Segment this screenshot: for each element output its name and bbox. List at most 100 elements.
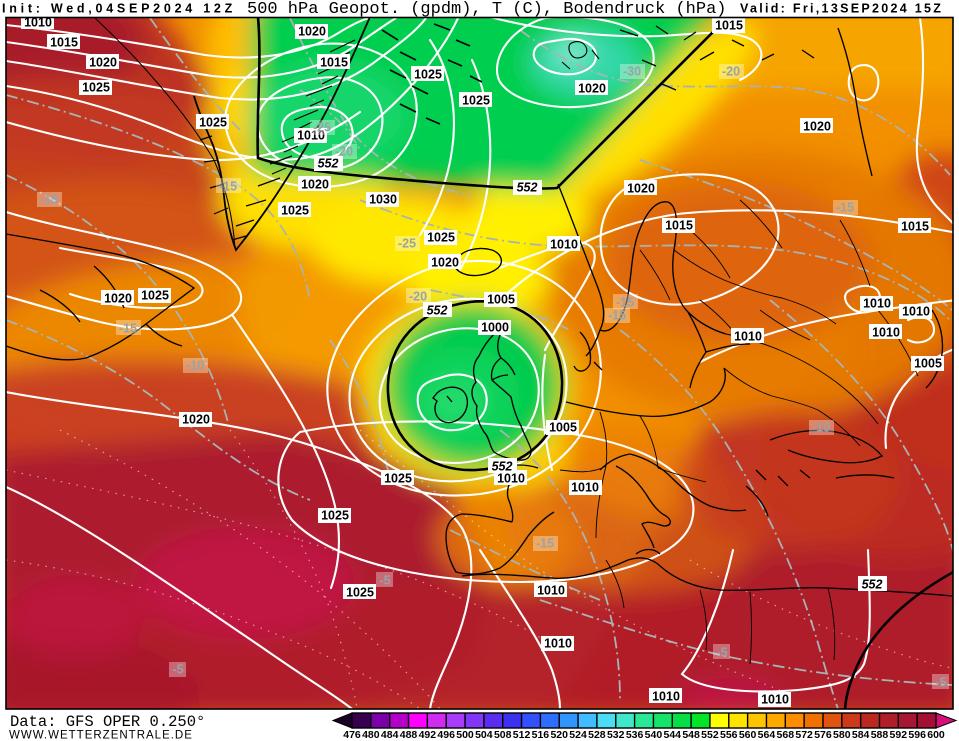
svg-text:1020: 1020 xyxy=(431,256,459,270)
svg-text:1020: 1020 xyxy=(104,292,132,306)
svg-text:556: 556 xyxy=(720,729,738,741)
svg-text:532: 532 xyxy=(607,729,625,741)
svg-text:1010: 1010 xyxy=(537,584,565,598)
svg-text:-5: -5 xyxy=(379,574,390,588)
svg-text:1010: 1010 xyxy=(872,326,900,340)
svg-text:1010: 1010 xyxy=(902,305,930,319)
svg-text:1025: 1025 xyxy=(384,472,412,486)
svg-text:548: 548 xyxy=(682,729,700,741)
svg-text:552: 552 xyxy=(701,729,719,741)
svg-text:1020: 1020 xyxy=(301,178,329,192)
svg-text:1030: 1030 xyxy=(369,193,397,207)
svg-text:500 hPa Geopot. (gpdm), T (C),: 500 hPa Geopot. (gpdm), T (C), Bodendruc… xyxy=(247,0,726,19)
svg-text:476: 476 xyxy=(343,729,361,741)
svg-text:560: 560 xyxy=(739,729,757,741)
svg-text:592: 592 xyxy=(890,729,908,741)
svg-text:552: 552 xyxy=(492,460,513,474)
svg-text:Data: GFS OPER 0.250°: Data: GFS OPER 0.250° xyxy=(10,713,205,731)
svg-text:-5: -5 xyxy=(172,663,183,677)
svg-text:1005: 1005 xyxy=(914,357,942,371)
svg-text:-15: -15 xyxy=(40,193,58,207)
svg-text:488: 488 xyxy=(400,729,418,741)
svg-text:-10: -10 xyxy=(812,421,830,435)
svg-text:1025: 1025 xyxy=(141,289,169,303)
svg-text:1020: 1020 xyxy=(803,120,831,134)
svg-text:1020: 1020 xyxy=(578,82,606,96)
svg-text:564: 564 xyxy=(758,729,776,741)
svg-text:1010: 1010 xyxy=(652,690,680,704)
svg-text:1025: 1025 xyxy=(281,204,309,218)
svg-text:480: 480 xyxy=(362,729,380,741)
svg-text:-10: -10 xyxy=(186,359,204,373)
svg-text:1015: 1015 xyxy=(665,219,693,233)
svg-text:536: 536 xyxy=(626,729,644,741)
svg-text:1010: 1010 xyxy=(544,637,572,651)
svg-text:508: 508 xyxy=(494,729,512,741)
svg-text:528: 528 xyxy=(588,729,606,741)
svg-text:1010: 1010 xyxy=(497,472,525,486)
svg-text:1010: 1010 xyxy=(761,693,789,707)
svg-text:588: 588 xyxy=(871,729,889,741)
svg-text:1015: 1015 xyxy=(320,56,348,70)
svg-text:520: 520 xyxy=(550,729,568,741)
svg-text:516: 516 xyxy=(532,729,550,741)
svg-text:1025: 1025 xyxy=(427,231,455,245)
svg-text:-20: -20 xyxy=(722,65,740,79)
svg-text:-20: -20 xyxy=(409,290,427,304)
svg-text:1010: 1010 xyxy=(571,481,599,495)
svg-text:1010: 1010 xyxy=(550,238,578,252)
svg-text:1015: 1015 xyxy=(901,220,929,234)
svg-text:1010: 1010 xyxy=(24,16,52,30)
svg-text:1025: 1025 xyxy=(414,68,442,82)
svg-text:496: 496 xyxy=(437,729,455,741)
svg-text:1020: 1020 xyxy=(298,25,326,39)
svg-text:-15: -15 xyxy=(616,296,634,310)
svg-text:Valid: Fri,13SEP2024 15Z: Valid: Fri,13SEP2024 15Z xyxy=(740,2,943,16)
svg-text:552: 552 xyxy=(427,304,448,318)
svg-text:540: 540 xyxy=(645,729,663,741)
svg-text:1025: 1025 xyxy=(82,81,110,95)
svg-text:1015: 1015 xyxy=(50,36,78,50)
svg-text:1005: 1005 xyxy=(487,293,515,307)
svg-text:484: 484 xyxy=(381,729,399,741)
svg-text:1010: 1010 xyxy=(734,330,762,344)
svg-text:-15: -15 xyxy=(836,201,854,215)
svg-text:552: 552 xyxy=(517,181,538,195)
svg-text:WWW.WETTERZENTRALE.DE: WWW.WETTERZENTRALE.DE xyxy=(9,730,193,741)
svg-text:552: 552 xyxy=(318,157,339,171)
svg-text:1025: 1025 xyxy=(321,509,349,523)
svg-text:-20: -20 xyxy=(335,145,353,159)
svg-text:600: 600 xyxy=(927,729,945,741)
svg-text:596: 596 xyxy=(908,729,926,741)
svg-text:1000: 1000 xyxy=(481,321,509,335)
svg-text:1025: 1025 xyxy=(462,94,490,108)
svg-text:1005: 1005 xyxy=(549,421,577,435)
svg-text:504: 504 xyxy=(475,729,493,741)
svg-text:552: 552 xyxy=(862,578,883,592)
svg-text:Init: Wed,04SEP2024 12Z: Init: Wed,04SEP2024 12Z xyxy=(2,2,236,16)
svg-text:-15: -15 xyxy=(219,180,237,194)
svg-text:572: 572 xyxy=(795,729,813,741)
svg-text:-30: -30 xyxy=(623,65,641,79)
svg-text:-25: -25 xyxy=(398,237,416,251)
svg-text:524: 524 xyxy=(569,729,587,741)
svg-text:500: 500 xyxy=(456,729,474,741)
svg-text:-5: -5 xyxy=(716,646,727,660)
svg-text:544: 544 xyxy=(663,729,681,741)
svg-text:-5: -5 xyxy=(935,676,946,690)
svg-text:1020: 1020 xyxy=(627,182,655,196)
svg-text:512: 512 xyxy=(513,729,531,741)
svg-text:-25: -25 xyxy=(313,121,331,135)
svg-text:-15: -15 xyxy=(608,309,626,323)
svg-text:1010: 1010 xyxy=(863,297,891,311)
svg-text:568: 568 xyxy=(777,729,795,741)
svg-text:1015: 1015 xyxy=(715,19,743,33)
svg-text:-15: -15 xyxy=(119,322,137,336)
svg-text:-15: -15 xyxy=(536,537,554,551)
svg-text:492: 492 xyxy=(419,729,437,741)
svg-text:1010: 1010 xyxy=(297,129,325,143)
svg-text:580: 580 xyxy=(833,729,851,741)
svg-text:576: 576 xyxy=(814,729,832,741)
svg-text:1020: 1020 xyxy=(182,413,210,427)
svg-text:1025: 1025 xyxy=(199,116,227,130)
